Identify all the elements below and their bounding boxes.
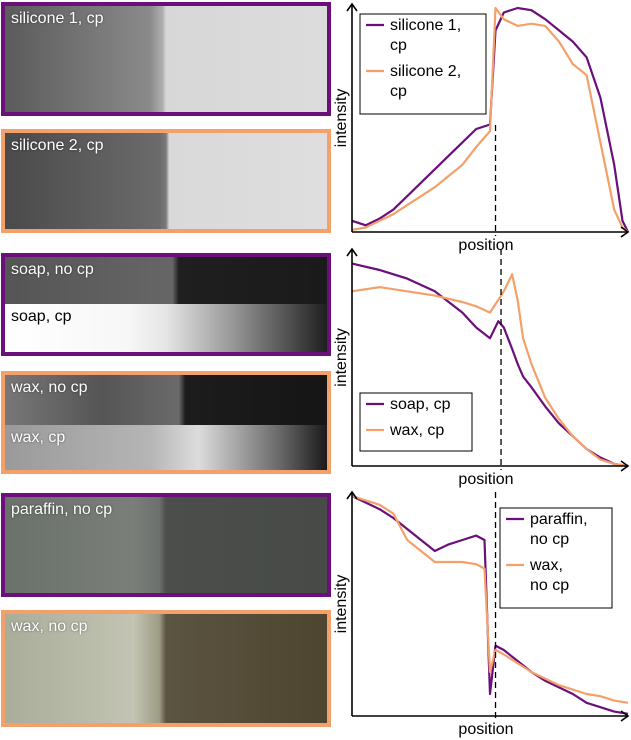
series-line-2 (351, 273, 629, 468)
legend: soap, cp wax, cp (359, 392, 473, 452)
panel-label: wax, no cp (11, 379, 88, 396)
image-panel-paraffin: paraffin, no cp (1, 493, 331, 597)
y-axis-label: intensity (333, 89, 350, 148)
y-axis-arrow (346, 2, 358, 12)
image-panel-wax-cp: wax, no cp wax, cp (1, 371, 331, 474)
image-panel-wax-no-cp: wax, no cp (1, 610, 331, 727)
series-line-2 (351, 6, 629, 233)
y-axis-label: intensity (333, 328, 350, 387)
chart-1: position intensity silicone 1, cp silicone 2… (333, 2, 630, 254)
y-axis-arrow (346, 247, 358, 257)
legend-entry-2: silicone 2, cp (390, 63, 461, 100)
x-axis-label: position (458, 237, 513, 254)
legend: paraffin, no cp wax, no cp (499, 507, 613, 609)
legend-entry-1: paraffin, no cp (530, 511, 588, 548)
series-line-2 (351, 494, 629, 704)
x-axis-arrow (620, 460, 630, 472)
wax-no-cp-image: wax, no cp (5, 375, 327, 425)
legend: silicone 1, cp silicone 2, cp (359, 13, 487, 115)
image-panel-silicone-2: silicone 2, cp (1, 129, 331, 233)
panel-label: paraffin, no cp (11, 501, 113, 518)
chart-2: position intensity soap, cp wax, cp (333, 247, 630, 488)
chart-3: position intensity paraffin, no cp wax, no cp (333, 490, 630, 738)
x-axis-arrow (620, 710, 630, 722)
legend-box (359, 13, 487, 115)
x-axis-label: position (458, 471, 513, 488)
soap-no-cp-image: soap, no cp (5, 257, 327, 304)
panel-label: soap, no cp (11, 261, 94, 278)
image-panel-silicone-1: silicone 1, cp (1, 2, 331, 116)
panel-label: silicone 2, cp (11, 137, 104, 154)
wax-cp-image: wax, cp (5, 425, 327, 470)
legend-entry-2: wax, no cp (529, 557, 569, 594)
soap-cp-image: soap, cp (5, 304, 327, 352)
x-axis-label: position (458, 721, 513, 738)
y-axis-label: intensity (333, 575, 350, 634)
legend-box (499, 507, 613, 609)
series-line-1 (351, 495, 629, 715)
legend-entry-1: soap, cp (390, 396, 451, 413)
x-axis-arrow (620, 226, 630, 238)
y-axis-arrow (346, 490, 358, 500)
image-panel-soap: soap, no cp soap, cp (1, 253, 331, 356)
legend-box (359, 392, 473, 452)
panel-label: silicone 1, cp (11, 10, 104, 27)
panel-label: wax, cp (11, 429, 66, 446)
panel-label: soap, cp (11, 308, 72, 325)
panel-label: wax, no cp (11, 618, 88, 635)
legend-entry-2: wax, cp (389, 422, 444, 439)
legend-entry-1: silicone 1, cp (390, 17, 461, 54)
